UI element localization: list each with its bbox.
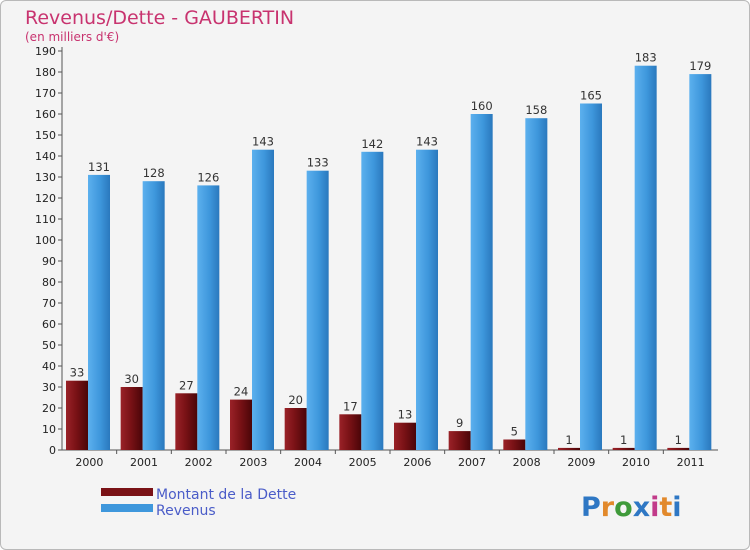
y-tick-label: 50 xyxy=(42,339,56,352)
data-label: 33 xyxy=(70,366,85,380)
data-label: 165 xyxy=(580,89,602,103)
y-tick-label: 160 xyxy=(35,108,56,121)
logo-text: Proxiti xyxy=(581,492,682,523)
data-label: 1 xyxy=(675,433,682,447)
bars xyxy=(66,65,712,451)
data-label: 17 xyxy=(343,399,358,413)
x-tick-label: 2010 xyxy=(622,456,650,469)
y-tick-label: 40 xyxy=(42,360,56,373)
y-tick-label: 100 xyxy=(35,234,56,247)
data-label: 131 xyxy=(88,160,110,174)
y-tick-label: 190 xyxy=(35,45,56,58)
bar-revenus xyxy=(416,149,438,450)
bar-dette xyxy=(503,439,526,450)
data-label: 158 xyxy=(525,103,547,117)
legend-label-dette: Montant de la Dette xyxy=(156,487,296,503)
bar-dette xyxy=(394,422,416,450)
y-tick-label: 120 xyxy=(35,192,56,205)
bar-revenus xyxy=(142,181,165,450)
bar-dette xyxy=(66,380,88,450)
data-label: 126 xyxy=(197,170,219,184)
x-tick-label: 2001 xyxy=(130,456,158,469)
y-axis: 0 10 20 30 40 50 60 70 80 90 100 110 120 130 140 150 160… xyxy=(35,45,63,457)
x-tick-label: 2006 xyxy=(403,456,431,469)
bar-dette xyxy=(284,408,307,450)
y-tick-label: 0 xyxy=(49,444,56,457)
bar-revenus xyxy=(470,114,493,450)
y-tick-label: 10 xyxy=(42,423,56,436)
y-tick-label: 110 xyxy=(35,213,56,226)
data-label: 24 xyxy=(234,385,249,399)
data-label: 179 xyxy=(689,59,711,73)
x-tick-label: 2000 xyxy=(75,456,103,469)
data-label: 1 xyxy=(620,433,627,447)
legend-label-revenus: Revenus xyxy=(156,503,216,519)
bar-dette xyxy=(667,447,690,450)
data-label: 27 xyxy=(179,378,194,392)
data-label: 142 xyxy=(361,137,383,151)
y-tick-label: 150 xyxy=(35,129,56,142)
data-labels: 33 131 30 128 27 126 24 143 20 133 17 142 13 143 9 160 5… xyxy=(70,51,712,447)
x-tick-label: 2004 xyxy=(294,456,322,469)
x-tick-label: 2003 xyxy=(239,456,267,469)
data-label: 5 xyxy=(511,425,518,439)
y-tick-label: 90 xyxy=(42,255,56,268)
bar-revenus xyxy=(634,65,657,450)
y-tick-label: 170 xyxy=(35,87,56,100)
data-label: 133 xyxy=(307,156,329,170)
data-label: 128 xyxy=(143,166,165,180)
bar-dette xyxy=(558,447,580,450)
y-tick-label: 130 xyxy=(35,171,56,184)
bar-dette xyxy=(175,393,198,450)
y-tick-label: 180 xyxy=(35,66,56,79)
bar-dette xyxy=(339,414,362,450)
data-label: 143 xyxy=(416,135,438,149)
data-label: 20 xyxy=(288,393,303,407)
x-tick-label: 2002 xyxy=(185,456,213,469)
x-tick-label: 2005 xyxy=(349,456,377,469)
x-tick-label: 2007 xyxy=(458,456,486,469)
y-tick-label: 70 xyxy=(42,297,56,310)
legend: Montant de la Dette Revenus xyxy=(101,487,296,519)
y-tick-label: 80 xyxy=(42,276,56,289)
bar-revenus xyxy=(525,118,548,450)
bar-revenus xyxy=(197,185,220,450)
y-tick-label: 20 xyxy=(42,402,56,415)
data-label: 143 xyxy=(252,135,274,149)
y-tick-label: 30 xyxy=(42,381,56,394)
data-label: 9 xyxy=(456,416,463,430)
x-tick-label: 2009 xyxy=(567,456,595,469)
chart-subtitle: (en milliers d'€) xyxy=(25,30,119,44)
bar-dette xyxy=(448,431,471,450)
bar-revenus xyxy=(689,74,712,450)
bar-revenus xyxy=(88,174,110,450)
bar-revenus xyxy=(580,103,602,450)
data-label: 13 xyxy=(398,408,413,422)
bar-revenus xyxy=(361,151,384,451)
data-label: 160 xyxy=(471,99,493,113)
data-label: 183 xyxy=(635,51,657,65)
y-tick-label: 140 xyxy=(35,150,56,163)
y-tick-label: 60 xyxy=(42,318,56,331)
legend-swatch-revenus xyxy=(101,504,153,512)
legend-swatch-dette xyxy=(101,488,153,496)
bar-revenus xyxy=(306,170,329,450)
data-label: 30 xyxy=(124,372,139,386)
bar-revenus xyxy=(252,149,274,450)
chart-title: Revenus/Dette - GAUBERTIN xyxy=(25,7,294,29)
x-tick-label: 2011 xyxy=(677,456,705,469)
bar-dette xyxy=(612,447,635,450)
x-tick-label: 2008 xyxy=(513,456,541,469)
bar-dette xyxy=(120,387,143,450)
data-label: 1 xyxy=(565,433,572,447)
x-axis: 2000 2001 2002 2003 2004 2005 2006 2007 2008 2009… xyxy=(62,449,718,469)
proxiti-logo: Proxiti xyxy=(581,492,682,523)
bar-dette xyxy=(230,399,252,450)
